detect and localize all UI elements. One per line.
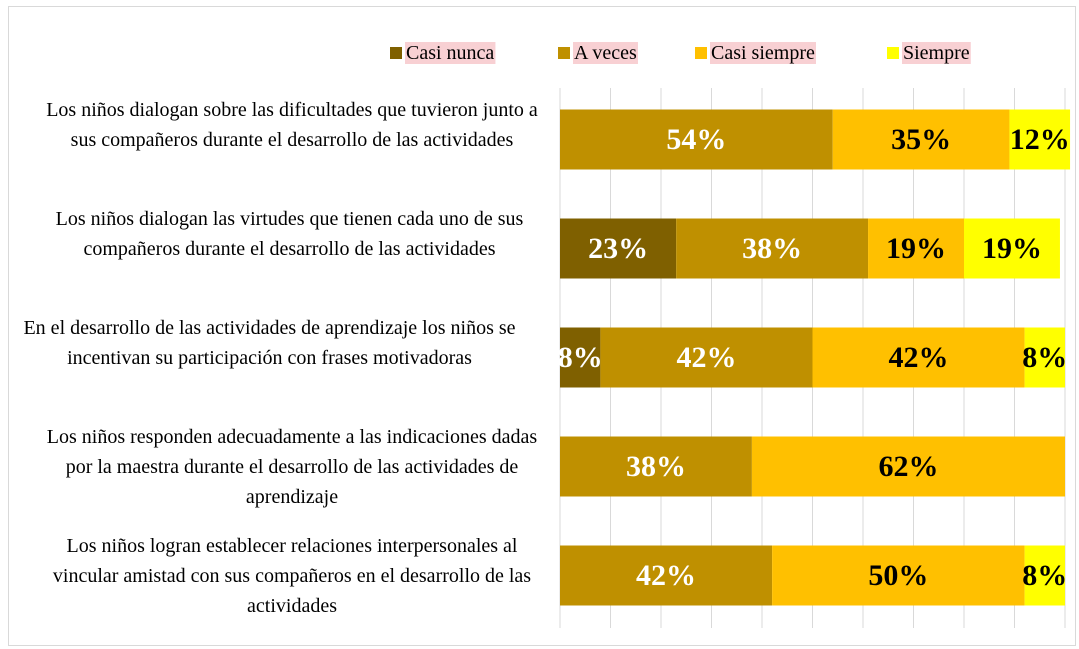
bar-segment (560, 218, 677, 279)
bar-segment (751, 436, 1065, 497)
value-label: 19% (886, 232, 946, 265)
value-label: 54% (666, 123, 726, 156)
legend-swatch (390, 47, 402, 59)
legend-label: Casi siempre (711, 42, 815, 64)
bar-segment (600, 327, 813, 388)
legend-swatch (558, 47, 570, 59)
bar-segment (772, 545, 1025, 606)
bar-segment (832, 109, 1010, 170)
legend-swatch (887, 47, 899, 59)
value-label: 38% (626, 450, 686, 483)
value-label: 38% (742, 232, 802, 265)
bar-segment (812, 327, 1025, 388)
legend-label: A veces (574, 42, 637, 64)
chart-frame (8, 6, 1076, 646)
value-label: 19% (982, 232, 1042, 265)
legend-highlight (405, 42, 496, 64)
value-label: 8% (1022, 559, 1067, 592)
bar-segment (1024, 327, 1065, 388)
value-label: 23% (588, 232, 648, 265)
category-label: Los niños logran establecer relaciones i… (52, 534, 532, 617)
bar-segment (676, 218, 869, 279)
category-label: Los niños responden adecuadamente a las … (46, 425, 538, 508)
value-label: 50% (868, 559, 928, 592)
bar-segment (560, 436, 752, 497)
category-label: Los niños dialogan las virtudes que tien… (55, 207, 524, 260)
legend-swatch (695, 47, 707, 59)
value-label: 8% (558, 341, 603, 374)
legend-highlight (573, 42, 638, 64)
value-label: 8% (1022, 341, 1067, 374)
bar-segment (868, 218, 964, 279)
value-label: 42% (636, 559, 696, 592)
legend-highlight (710, 42, 816, 64)
legend-highlight (902, 42, 971, 64)
value-label: 35% (891, 123, 951, 156)
bar-segment (560, 545, 773, 606)
bar-segment (1009, 109, 1071, 170)
bar-segment (560, 109, 833, 170)
value-label: 12% (1010, 123, 1070, 156)
bar-segment (964, 218, 1060, 279)
bar-segment (1024, 545, 1065, 606)
category-label: En el desarrollo de las actividades de a… (23, 316, 516, 369)
value-label: 42% (889, 341, 949, 374)
value-label: 42% (676, 341, 736, 374)
value-label: 62% (878, 450, 938, 483)
bar-segment (560, 327, 601, 388)
category-label: Los niños dialogan sobre las dificultade… (46, 98, 538, 151)
legend-label: Siempre (903, 42, 970, 64)
legend-label: Casi nunca (406, 42, 494, 64)
